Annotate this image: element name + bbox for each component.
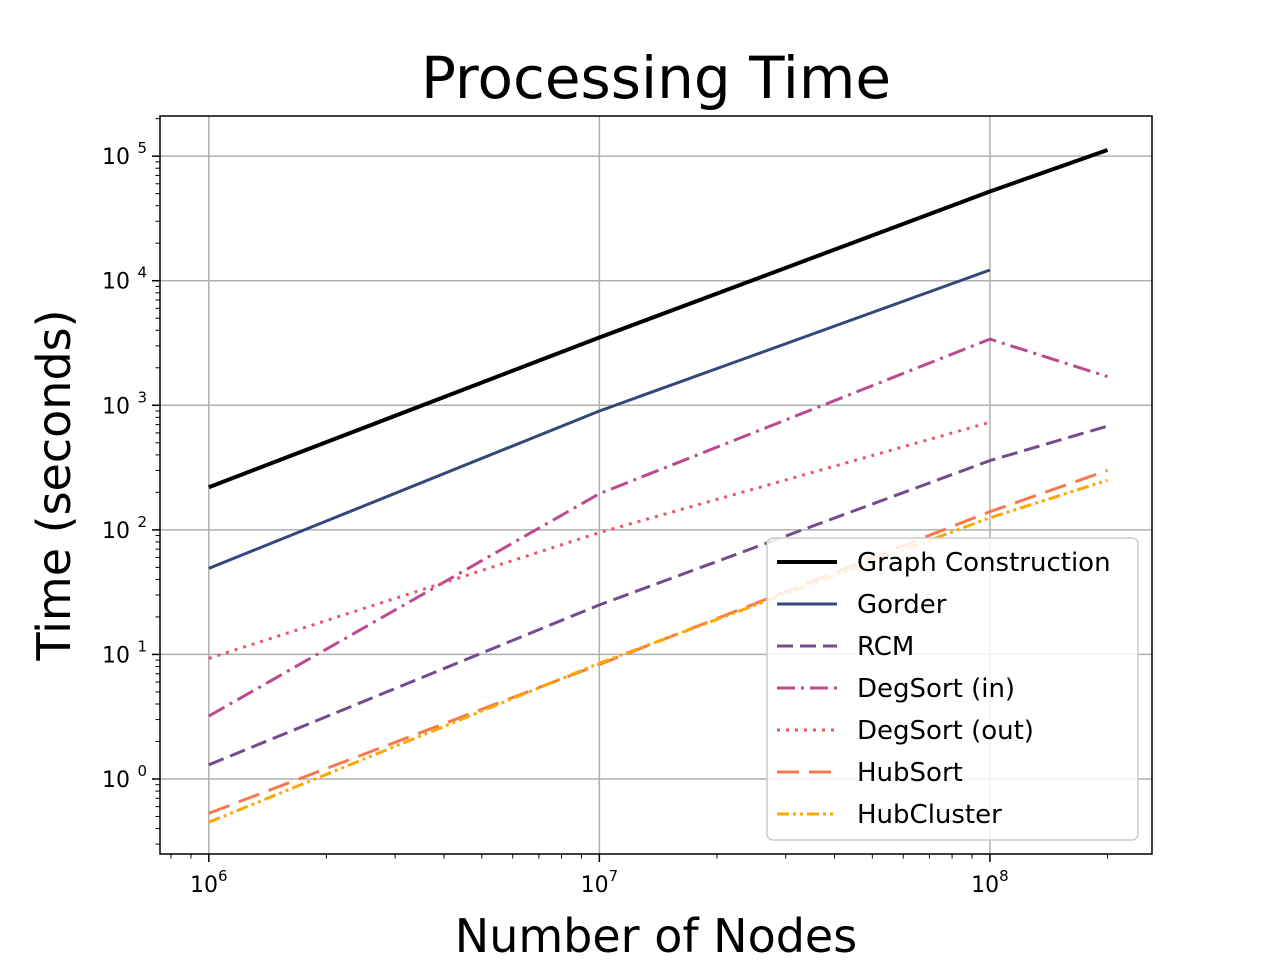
chart-title: Processing Time xyxy=(421,44,891,112)
legend-label-hubcluster: HubCluster xyxy=(857,800,1002,830)
x-tick-label: 107 xyxy=(581,867,619,898)
legend: Graph Construction Gorder RCM DegSort (in) D… xyxy=(766,537,1139,841)
x-tick-exponent: 7 xyxy=(609,867,619,885)
y-tick-exponent: 5 xyxy=(137,139,147,157)
y-tick-exponent: 1 xyxy=(137,637,147,655)
series-line-gorder xyxy=(208,268,991,570)
x-tick-label: 108 xyxy=(971,867,1009,898)
y-tick-base: 10 xyxy=(102,270,130,295)
y-tick-label: 10 0 xyxy=(102,762,147,793)
y-tick-label: 10 1 xyxy=(102,637,147,668)
y-tick-base: 10 xyxy=(102,145,130,170)
x-axis-label: Number of Nodes xyxy=(455,909,857,960)
y-tick-exponent: 3 xyxy=(137,388,147,406)
series-line-degsort-out xyxy=(208,420,991,660)
x-tick-base: 10 xyxy=(190,873,218,898)
y-tick-base: 10 xyxy=(102,643,130,668)
x-tick-base: 10 xyxy=(971,873,999,898)
y-tick-base: 10 xyxy=(102,519,130,544)
y-tick-label: 10 2 xyxy=(102,513,147,544)
x-tick-exponent: 6 xyxy=(218,867,228,885)
x-tick-label: 106 xyxy=(190,867,228,898)
series-line-degsort-in xyxy=(208,337,1108,718)
legend-label-graph-construction: Graph Construction xyxy=(857,548,1111,578)
legend-label-hubsort: HubSort xyxy=(857,758,963,788)
y-tick-label: 10 5 xyxy=(102,139,147,170)
y-tick-exponent: 0 xyxy=(137,762,147,780)
y-tick-base: 10 xyxy=(102,768,130,793)
y-tick-label: 10 4 xyxy=(102,264,147,295)
axis-ticks xyxy=(152,118,1108,862)
x-tick-exponent: 8 xyxy=(999,867,1009,885)
legend-label-gorder: Gorder xyxy=(857,590,947,620)
x-tick-base: 10 xyxy=(581,873,609,898)
series-line-graph-construction xyxy=(208,148,1109,490)
series-line-rcm xyxy=(208,424,1108,767)
grid-lines xyxy=(160,116,1152,854)
plot-frame xyxy=(159,115,1153,855)
y-tick-exponent: 4 xyxy=(137,264,147,282)
y-tick-exponent: 2 xyxy=(137,513,147,531)
y-tick-base: 10 xyxy=(102,394,130,419)
y-tick-label: 10 3 xyxy=(102,388,147,419)
legend-label-degsort-out: DegSort (out) xyxy=(857,716,1034,746)
y-axis-label: Time (seconds) xyxy=(27,309,81,661)
legend-label-rcm: RCM xyxy=(857,632,914,662)
legend-label-degsort-in: DegSort (in) xyxy=(857,674,1015,704)
legend-box xyxy=(766,537,1139,841)
